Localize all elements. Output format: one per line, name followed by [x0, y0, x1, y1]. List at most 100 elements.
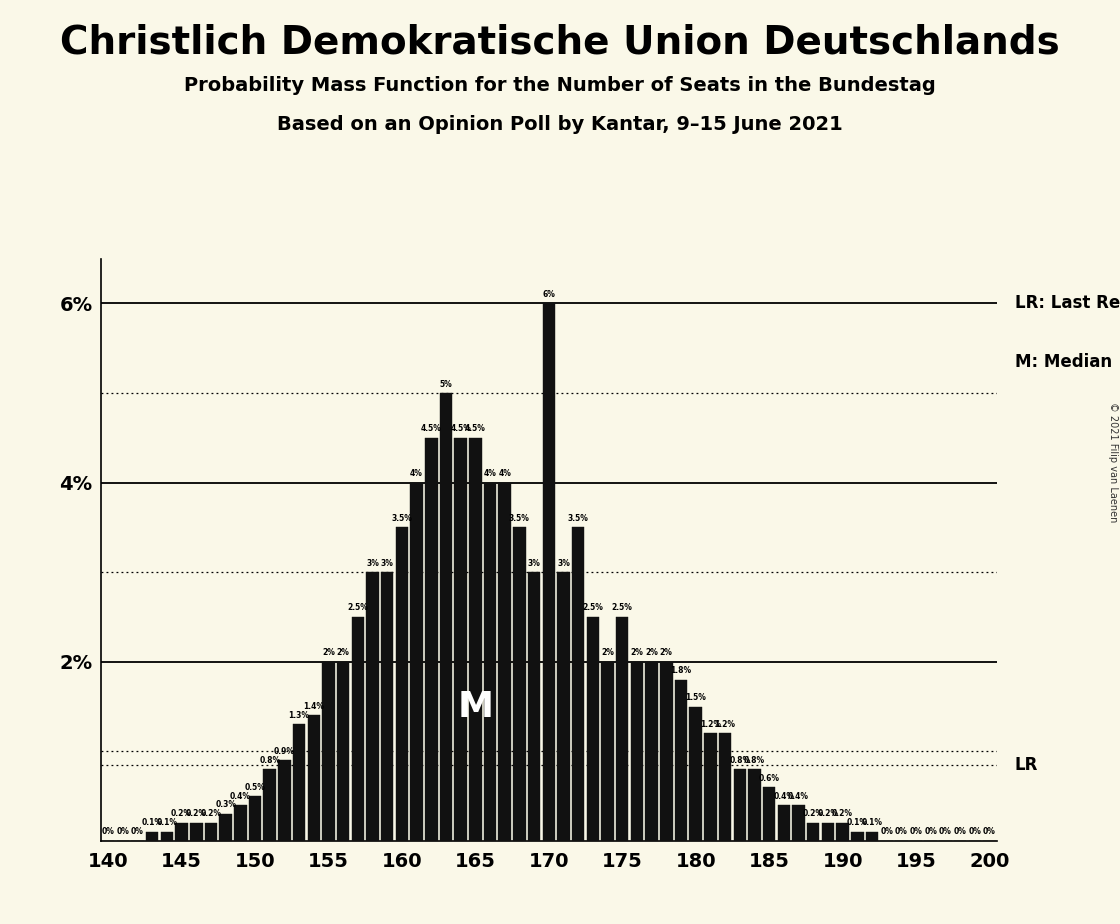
Text: 1.2%: 1.2% [700, 720, 721, 729]
Bar [440, 393, 452, 841]
Bar [426, 438, 438, 841]
Text: 0.8%: 0.8% [744, 756, 765, 765]
Text: 3%: 3% [528, 559, 541, 567]
Text: 0%: 0% [880, 827, 893, 836]
Bar [851, 832, 864, 841]
Bar [734, 769, 746, 841]
Bar [323, 662, 335, 841]
Bar [704, 734, 717, 841]
Text: 5%: 5% [440, 380, 452, 389]
Bar [249, 796, 261, 841]
Bar [263, 769, 276, 841]
Bar [205, 823, 217, 841]
Text: 4%: 4% [498, 469, 511, 478]
Bar [513, 528, 525, 841]
Bar [631, 662, 643, 841]
Text: 2.5%: 2.5% [612, 603, 633, 613]
Bar [381, 572, 393, 841]
Bar [558, 572, 570, 841]
Text: 0%: 0% [895, 827, 908, 836]
Bar [674, 680, 688, 841]
Bar [352, 617, 364, 841]
Bar [410, 482, 423, 841]
Bar [278, 760, 291, 841]
Text: 0%: 0% [909, 827, 923, 836]
Bar [220, 814, 232, 841]
Bar [292, 724, 306, 841]
Text: 3%: 3% [557, 559, 570, 567]
Text: 0.2%: 0.2% [171, 809, 193, 819]
Bar [146, 832, 158, 841]
Text: 0%: 0% [924, 827, 937, 836]
Text: 0.1%: 0.1% [847, 819, 868, 827]
Text: M: M [457, 690, 493, 724]
Text: 0.6%: 0.6% [758, 773, 780, 783]
Text: 1.2%: 1.2% [715, 720, 736, 729]
Text: 0%: 0% [969, 827, 981, 836]
Text: 0.2%: 0.2% [186, 809, 207, 819]
Text: 0%: 0% [983, 827, 996, 836]
Text: 0.4%: 0.4% [788, 792, 809, 800]
Text: 1.5%: 1.5% [685, 693, 706, 702]
Text: Christlich Demokratische Union Deutschlands: Christlich Demokratische Union Deutschla… [60, 23, 1060, 61]
Text: 0.1%: 0.1% [157, 819, 177, 827]
Text: LR: Last Result: LR: Last Result [1015, 295, 1120, 312]
Bar [190, 823, 203, 841]
Text: 2%: 2% [660, 649, 673, 657]
Bar [763, 787, 775, 841]
Bar [469, 438, 482, 841]
Bar [777, 805, 790, 841]
Text: 0.4%: 0.4% [230, 792, 251, 800]
Bar [337, 662, 349, 841]
Text: LR: LR [1015, 756, 1038, 773]
Text: 2.5%: 2.5% [582, 603, 604, 613]
Bar [587, 617, 599, 841]
Text: 0.9%: 0.9% [274, 747, 295, 756]
Text: 0%: 0% [953, 827, 967, 836]
Text: Probability Mass Function for the Number of Seats in the Bundestag: Probability Mass Function for the Number… [184, 76, 936, 95]
Bar [308, 715, 320, 841]
Bar [822, 823, 834, 841]
Bar [719, 734, 731, 841]
Text: 0.5%: 0.5% [244, 783, 265, 792]
Bar [160, 832, 174, 841]
Text: 0%: 0% [939, 827, 952, 836]
Bar [866, 832, 878, 841]
Bar [806, 823, 820, 841]
Text: 0%: 0% [102, 827, 114, 836]
Text: 1.8%: 1.8% [671, 666, 691, 675]
Text: 1.4%: 1.4% [304, 702, 325, 711]
Text: 0.2%: 0.2% [803, 809, 823, 819]
Bar [234, 805, 246, 841]
Text: Based on an Opinion Poll by Kantar, 9–15 June 2021: Based on an Opinion Poll by Kantar, 9–15… [277, 115, 843, 134]
Text: 3%: 3% [366, 559, 379, 567]
Text: 6%: 6% [542, 290, 556, 299]
Text: 4.5%: 4.5% [421, 424, 441, 433]
Text: 0.1%: 0.1% [861, 819, 883, 827]
Text: 0.8%: 0.8% [729, 756, 750, 765]
Text: 2%: 2% [601, 649, 614, 657]
Bar [616, 617, 628, 841]
Bar [748, 769, 760, 841]
Bar [528, 572, 540, 841]
Text: 0%: 0% [131, 827, 144, 836]
Text: 3%: 3% [381, 559, 393, 567]
Text: M: Median: M: Median [1015, 353, 1112, 371]
Text: 2.5%: 2.5% [347, 603, 368, 613]
Text: 3.5%: 3.5% [568, 514, 589, 523]
Text: 2%: 2% [337, 649, 349, 657]
Bar [837, 823, 849, 841]
Bar [176, 823, 188, 841]
Text: 3.5%: 3.5% [392, 514, 412, 523]
Text: © 2021 Filip van Laenen: © 2021 Filip van Laenen [1109, 402, 1118, 522]
Text: 0.2%: 0.2% [200, 809, 222, 819]
Bar [542, 303, 556, 841]
Text: 0.3%: 0.3% [215, 800, 236, 809]
Text: 2%: 2% [645, 649, 659, 657]
Text: 0.1%: 0.1% [142, 819, 162, 827]
Bar [455, 438, 467, 841]
Text: 0.4%: 0.4% [773, 792, 794, 800]
Bar [484, 482, 496, 841]
Text: 4.5%: 4.5% [465, 424, 486, 433]
Bar [366, 572, 379, 841]
